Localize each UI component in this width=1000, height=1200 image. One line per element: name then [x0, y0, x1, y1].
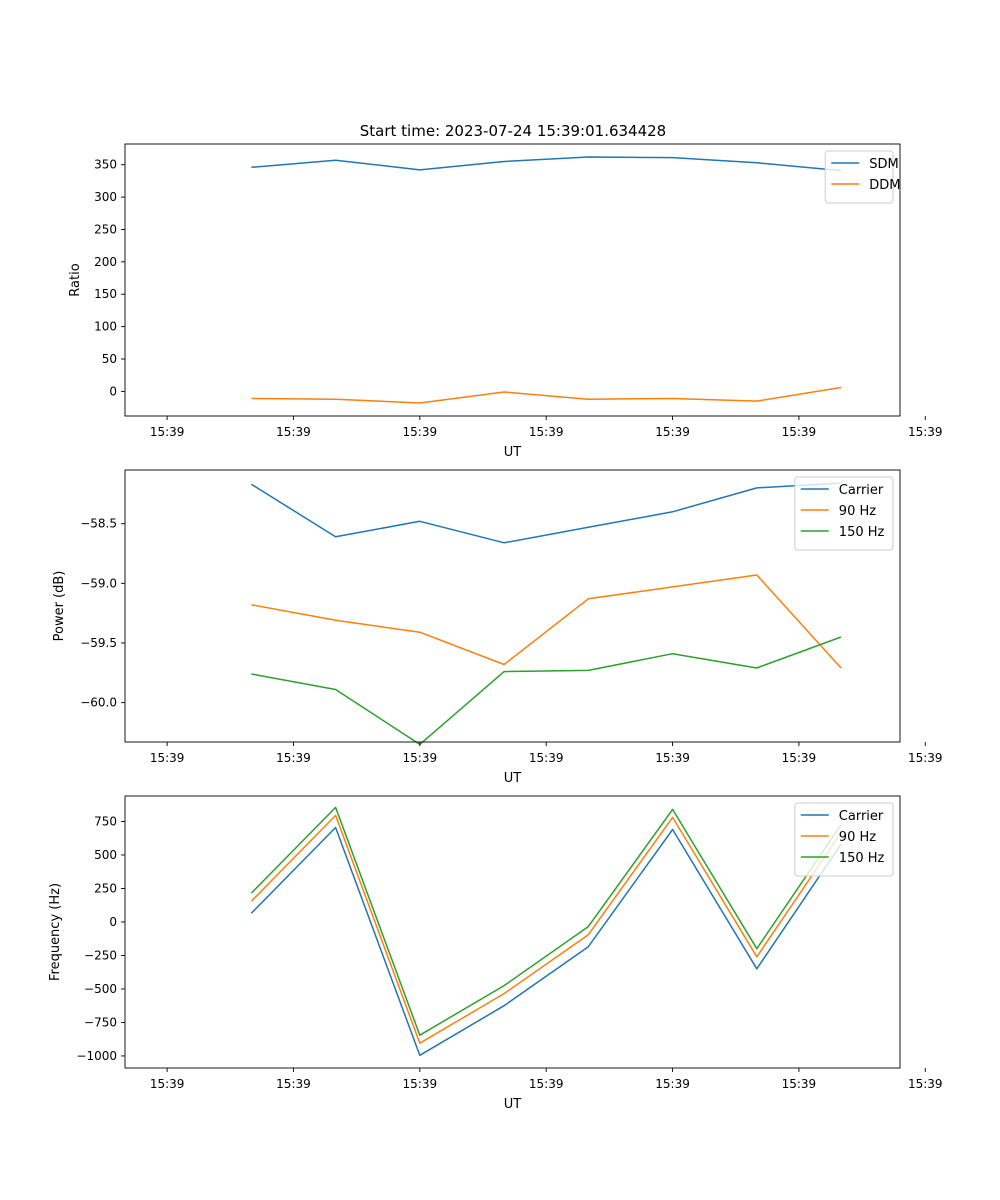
x-tick-label: 15:39 — [276, 751, 311, 765]
legend-label: Carrier — [839, 483, 884, 498]
y-tick-label: −59.0 — [80, 576, 117, 590]
series-line-90-hz — [251, 574, 842, 669]
legend: Carrier 90 Hz 150 Hz — [794, 476, 894, 551]
y-axis-label: Ratio — [68, 263, 83, 296]
y-tick-label: 250 — [94, 881, 117, 895]
y-tick-label: −1000 — [76, 1049, 117, 1063]
y-tick-label: 0 — [109, 384, 117, 398]
x-tick-label: 15:39 — [655, 1077, 690, 1091]
chart-panel-3: 15:39 15:39 15:39 15:39 15:39 15:39 15:39 −1000… — [48, 795, 943, 1112]
legend-label: 150 Hz — [839, 525, 885, 540]
x-tick-label: 15:39 — [782, 425, 817, 439]
y-tick-label: −59.5 — [80, 636, 117, 650]
x-tick-label: 15:39 — [782, 751, 817, 765]
y-axis-label: Frequency (Hz) — [48, 883, 63, 981]
axes-frame — [124, 469, 901, 743]
legend-label: 150 Hz — [839, 851, 885, 866]
x-tick-label: 15:39 — [908, 425, 943, 439]
axes-frame — [124, 795, 901, 1069]
x-tick-label: 15:39 — [276, 1077, 311, 1091]
y-tick-label: −60.0 — [80, 696, 117, 710]
y-tick-label: −500 — [84, 982, 117, 996]
y-axis-label: Power (dB) — [52, 571, 67, 642]
charts-container: 15:39 15:39 15:39 15:39 15:39 15:39 15:39 0 50 10… — [48, 143, 943, 1112]
series-line-carrier — [251, 482, 842, 544]
y-tick-label: 0 — [109, 915, 117, 929]
series-line-carrier — [250, 826, 842, 1057]
x-tick-label: 15:39 — [150, 425, 185, 439]
x-axis-label: UT — [504, 445, 522, 460]
axes-frame — [124, 143, 901, 417]
y-tick-label: 300 — [94, 190, 117, 204]
x-tick-label: 15:39 — [908, 751, 943, 765]
legend-label: 90 Hz — [839, 830, 876, 845]
legend: Carrier 90 Hz 150 Hz — [794, 802, 894, 877]
series-line-90-hz — [250, 814, 842, 1044]
x-tick-label: 15:39 — [150, 751, 185, 765]
x-tick-label: 15:39 — [403, 425, 438, 439]
x-tick-label: 15:39 — [403, 751, 438, 765]
y-tick-label: −750 — [84, 1015, 117, 1029]
x-tick-label: 15:39 — [655, 425, 690, 439]
legend-label: SDM — [869, 157, 898, 172]
legend-label: Carrier — [839, 809, 884, 824]
legend-box — [824, 150, 894, 204]
series-line-150-hz — [251, 636, 842, 746]
x-tick-label: 15:39 — [403, 1077, 438, 1091]
legend: SDM DDM — [824, 150, 900, 204]
x-axis-label: UT — [504, 771, 522, 786]
x-tick-label: 15:39 — [276, 425, 311, 439]
x-tick-label: 15:39 — [782, 1077, 817, 1091]
series-line-ddm — [251, 386, 842, 404]
y-tick-label: 150 — [94, 287, 117, 301]
y-tick-label: 500 — [94, 848, 117, 862]
y-tick-label: −250 — [84, 948, 117, 962]
legend-label: DDM — [869, 178, 900, 193]
y-tick-label: 750 — [94, 814, 117, 828]
series-line-150-hz — [250, 806, 842, 1036]
y-tick-label: 200 — [94, 255, 117, 269]
series-line-sdm — [251, 156, 842, 172]
x-tick-label: 15:39 — [655, 751, 690, 765]
y-tick-label: 250 — [94, 222, 117, 236]
x-tick-label: 15:39 — [529, 751, 564, 765]
y-tick-label: 100 — [94, 320, 117, 334]
x-tick-label: 15:39 — [529, 1077, 564, 1091]
x-axis-label: UT — [504, 1097, 522, 1112]
figure-title: Start time: 2023-07-24 15:39:01.634428 — [360, 122, 666, 140]
y-tick-label: 350 — [94, 158, 117, 172]
x-tick-label: 15:39 — [150, 1077, 185, 1091]
legend-label: 90 Hz — [839, 504, 876, 519]
x-tick-label: 15:39 — [529, 425, 564, 439]
y-tick-label: 50 — [102, 352, 117, 366]
x-tick-label: 15:39 — [908, 1077, 943, 1091]
y-tick-label: −58.5 — [80, 517, 117, 531]
chart-panel-2: 15:39 15:39 15:39 15:39 15:39 15:39 15:39 −60.0… — [52, 469, 943, 786]
chart-panel-1: 15:39 15:39 15:39 15:39 15:39 15:39 15:39 0 50 10… — [68, 143, 943, 460]
